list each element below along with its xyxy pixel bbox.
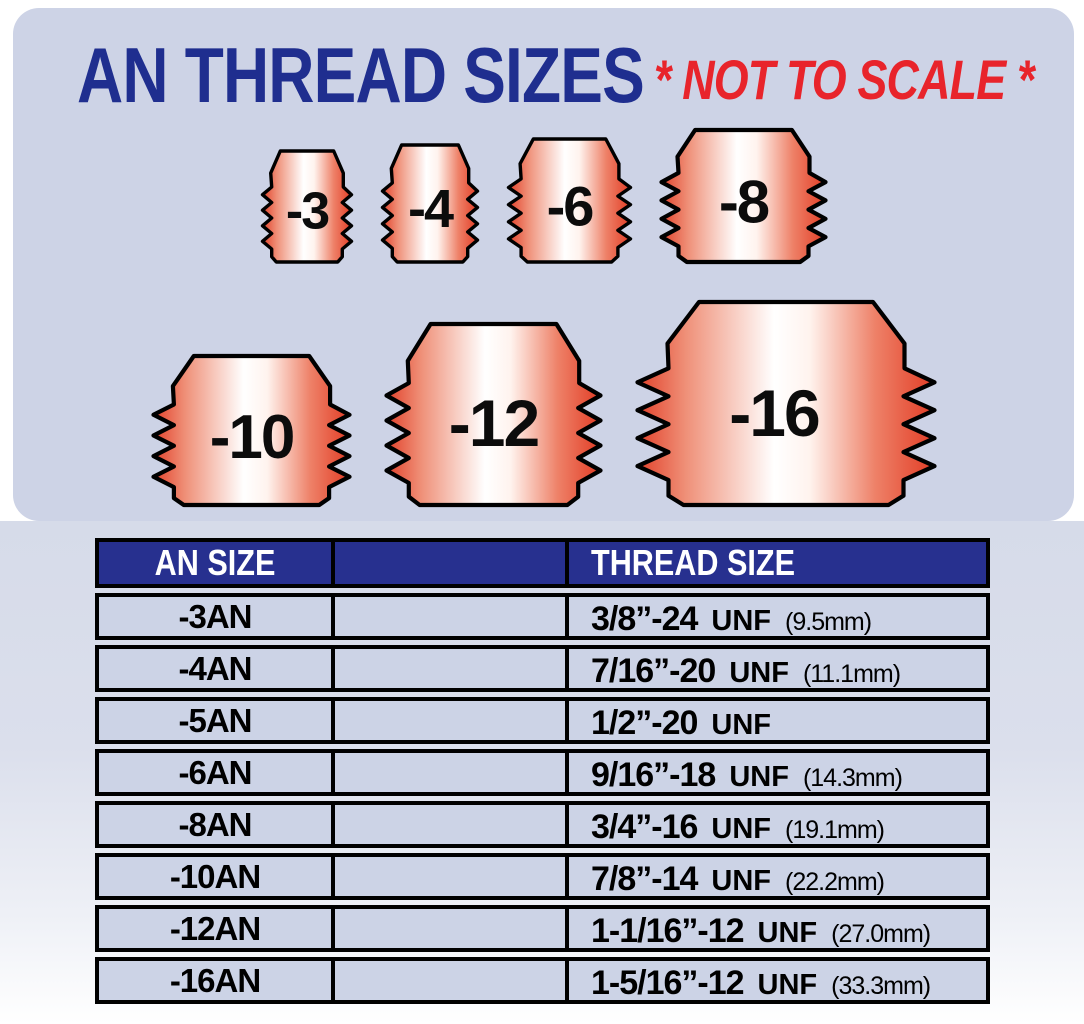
fitting-body-shape [506, 137, 632, 264]
fitting-size-label: -12 [448, 386, 538, 460]
fitting-size-label: -8 [718, 169, 768, 236]
thread-spec: 9/16”-18 [591, 756, 716, 794]
middle-cell [331, 597, 565, 636]
thread-size-cell: 1/2”-20 UNF [565, 701, 986, 742]
not-to-scale-note: * NOT TO SCALE * [654, 48, 1034, 111]
fitting-an12-illustration: -12 [383, 321, 603, 508]
middle-cell [331, 805, 565, 844]
thread-mm-equivalent: (22.2mm) [785, 868, 885, 896]
thread-spec: 7/8”-14 [591, 860, 698, 898]
fittings-row-2: -10 -12 -16 [13, 299, 1074, 508]
an-size-cell: -12AN [169, 909, 261, 947]
col-header-thread-size: THREAD SIZE [565, 542, 986, 584]
thread-standard: UNF [729, 657, 789, 689]
thread-size-cell: 9/16”-18 UNF (14.3mm) [565, 753, 986, 794]
thread-standard: UNF [711, 709, 772, 741]
thread-mm-equivalent: (19.1mm) [785, 816, 885, 844]
fittings-row-1: -3 -4 -6 -8 [13, 127, 1074, 265]
middle-cell [331, 857, 565, 896]
table-header-row: AN SIZE THREAD SIZE [95, 538, 990, 588]
fitting-size-label: -6 [546, 175, 593, 238]
thread-size-cell: 1-1/16”-12 UNF (27.0mm) [565, 909, 986, 950]
table-row: -4AN 7/16”-20 UNF (11.1mm) [95, 645, 990, 692]
an-size-cell: -6AN [178, 753, 252, 791]
fitting-body-shape [150, 353, 352, 508]
thread-mm-equivalent: (33.3mm) [831, 972, 931, 1000]
thread-size-cell: 3/8”-24 UNF (9.5mm) [565, 597, 986, 638]
fitting-an8-illustration: -8 [658, 127, 828, 265]
thread-spec: 1/2”-20 [591, 704, 698, 742]
col-header-middle [331, 542, 565, 584]
fitting-an10-illustration: -10 [150, 353, 352, 508]
col-header-an-size-label: AN SIZE [154, 542, 276, 583]
middle-cell [331, 649, 565, 688]
fitting-body-shape [260, 149, 353, 264]
lower-background: AN SIZE THREAD SIZE -3AN 3/8”-24 UNF (9.5mm… [0, 521, 1084, 1024]
an-size-cell: -3AN [178, 597, 252, 635]
table-row: -6AN 9/16”-18 UNF (14.3mm) [95, 749, 990, 796]
fittings-area: -3 -4 -6 -8 -10 -12 -16 [13, 8, 1074, 508]
fitting-size-label: -16 [729, 376, 819, 450]
table-row: -8AN 3/4”-16 UNF (19.1mm) [95, 801, 990, 848]
top-panel: AN THREAD SIZES * NOT TO SCALE * -3 -4 -6-… [13, 8, 1074, 521]
table-row: -3AN 3/8”-24 UNF (9.5mm) [95, 593, 990, 640]
middle-cell [331, 961, 565, 1000]
thread-spec: 3/4”-16 [591, 808, 698, 846]
an-size-cell: -5AN [178, 701, 252, 739]
table-row: -16AN 1-5/16”-12 UNF (33.3mm) [95, 957, 990, 1004]
fitting-body-shape [380, 143, 479, 264]
thread-mm-equivalent: (27.0mm) [831, 920, 931, 948]
table-row: -5AN 1/2”-20 UNF [95, 697, 990, 744]
an-thread-table: AN SIZE THREAD SIZE -3AN 3/8”-24 UNF (9.5mm… [95, 538, 990, 1004]
thread-mm-equivalent: (11.1mm) [802, 660, 901, 688]
thread-size-cell: 7/16”-20 UNF (11.1mm) [565, 649, 986, 690]
thread-standard: UNF [757, 969, 818, 1001]
fitting-size-label: -4 [407, 179, 453, 239]
thread-mm-equivalent: (9.5mm) [785, 608, 872, 636]
col-header-an-size: AN SIZE [99, 542, 331, 584]
fitting-size-label: -3 [285, 183, 328, 241]
thread-standard: UNF [711, 813, 772, 845]
thread-spec: 1-5/16”-12 [591, 964, 745, 1002]
middle-cell [331, 753, 565, 792]
thread-size-cell: 3/4”-16 UNF (19.1mm) [565, 805, 986, 846]
an-size-cell: -16AN [169, 961, 261, 999]
table-row: -10AN 7/8”-14 UNF (22.2mm) [95, 853, 990, 900]
middle-cell [331, 701, 565, 740]
fitting-an4-illustration: -4 [380, 143, 479, 264]
fitting-size-label: -10 [209, 403, 293, 472]
thread-spec: 1-1/16”-12 [591, 912, 745, 950]
thread-size-cell: 7/8”-14 UNF (22.2mm) [565, 857, 986, 898]
thread-size-cell: 1-5/16”-12 UNF (33.3mm) [565, 961, 986, 1002]
fitting-an6-illustration: -6 [506, 137, 632, 264]
table-row: -12AN 1-1/16”-12 UNF (27.0mm) [95, 905, 990, 952]
fitting-an16-illustration: -16 [634, 299, 937, 508]
page-title: AN THREAD SIZES [77, 31, 645, 119]
fitting-body-shape [634, 299, 937, 508]
thread-mm-equivalent: (14.3mm) [802, 764, 903, 792]
col-header-thread-size-label: THREAD SIZE [591, 542, 796, 583]
thread-spec: 7/16”-20 [591, 652, 716, 690]
an-size-cell: -8AN [178, 805, 252, 843]
middle-cell [331, 909, 565, 948]
thread-standard: UNF [711, 605, 772, 637]
thread-standard: UNF [757, 917, 818, 949]
an-size-cell: -10AN [169, 857, 261, 895]
thread-spec: 3/8”-24 [591, 600, 698, 638]
fitting-an3-illustration: -3 [260, 149, 353, 264]
an-size-cell: -4AN [178, 649, 252, 687]
thread-standard: UNF [729, 761, 789, 793]
thread-standard: UNF [711, 865, 772, 897]
fitting-body-shape [383, 321, 603, 508]
fitting-body-shape [658, 127, 828, 265]
